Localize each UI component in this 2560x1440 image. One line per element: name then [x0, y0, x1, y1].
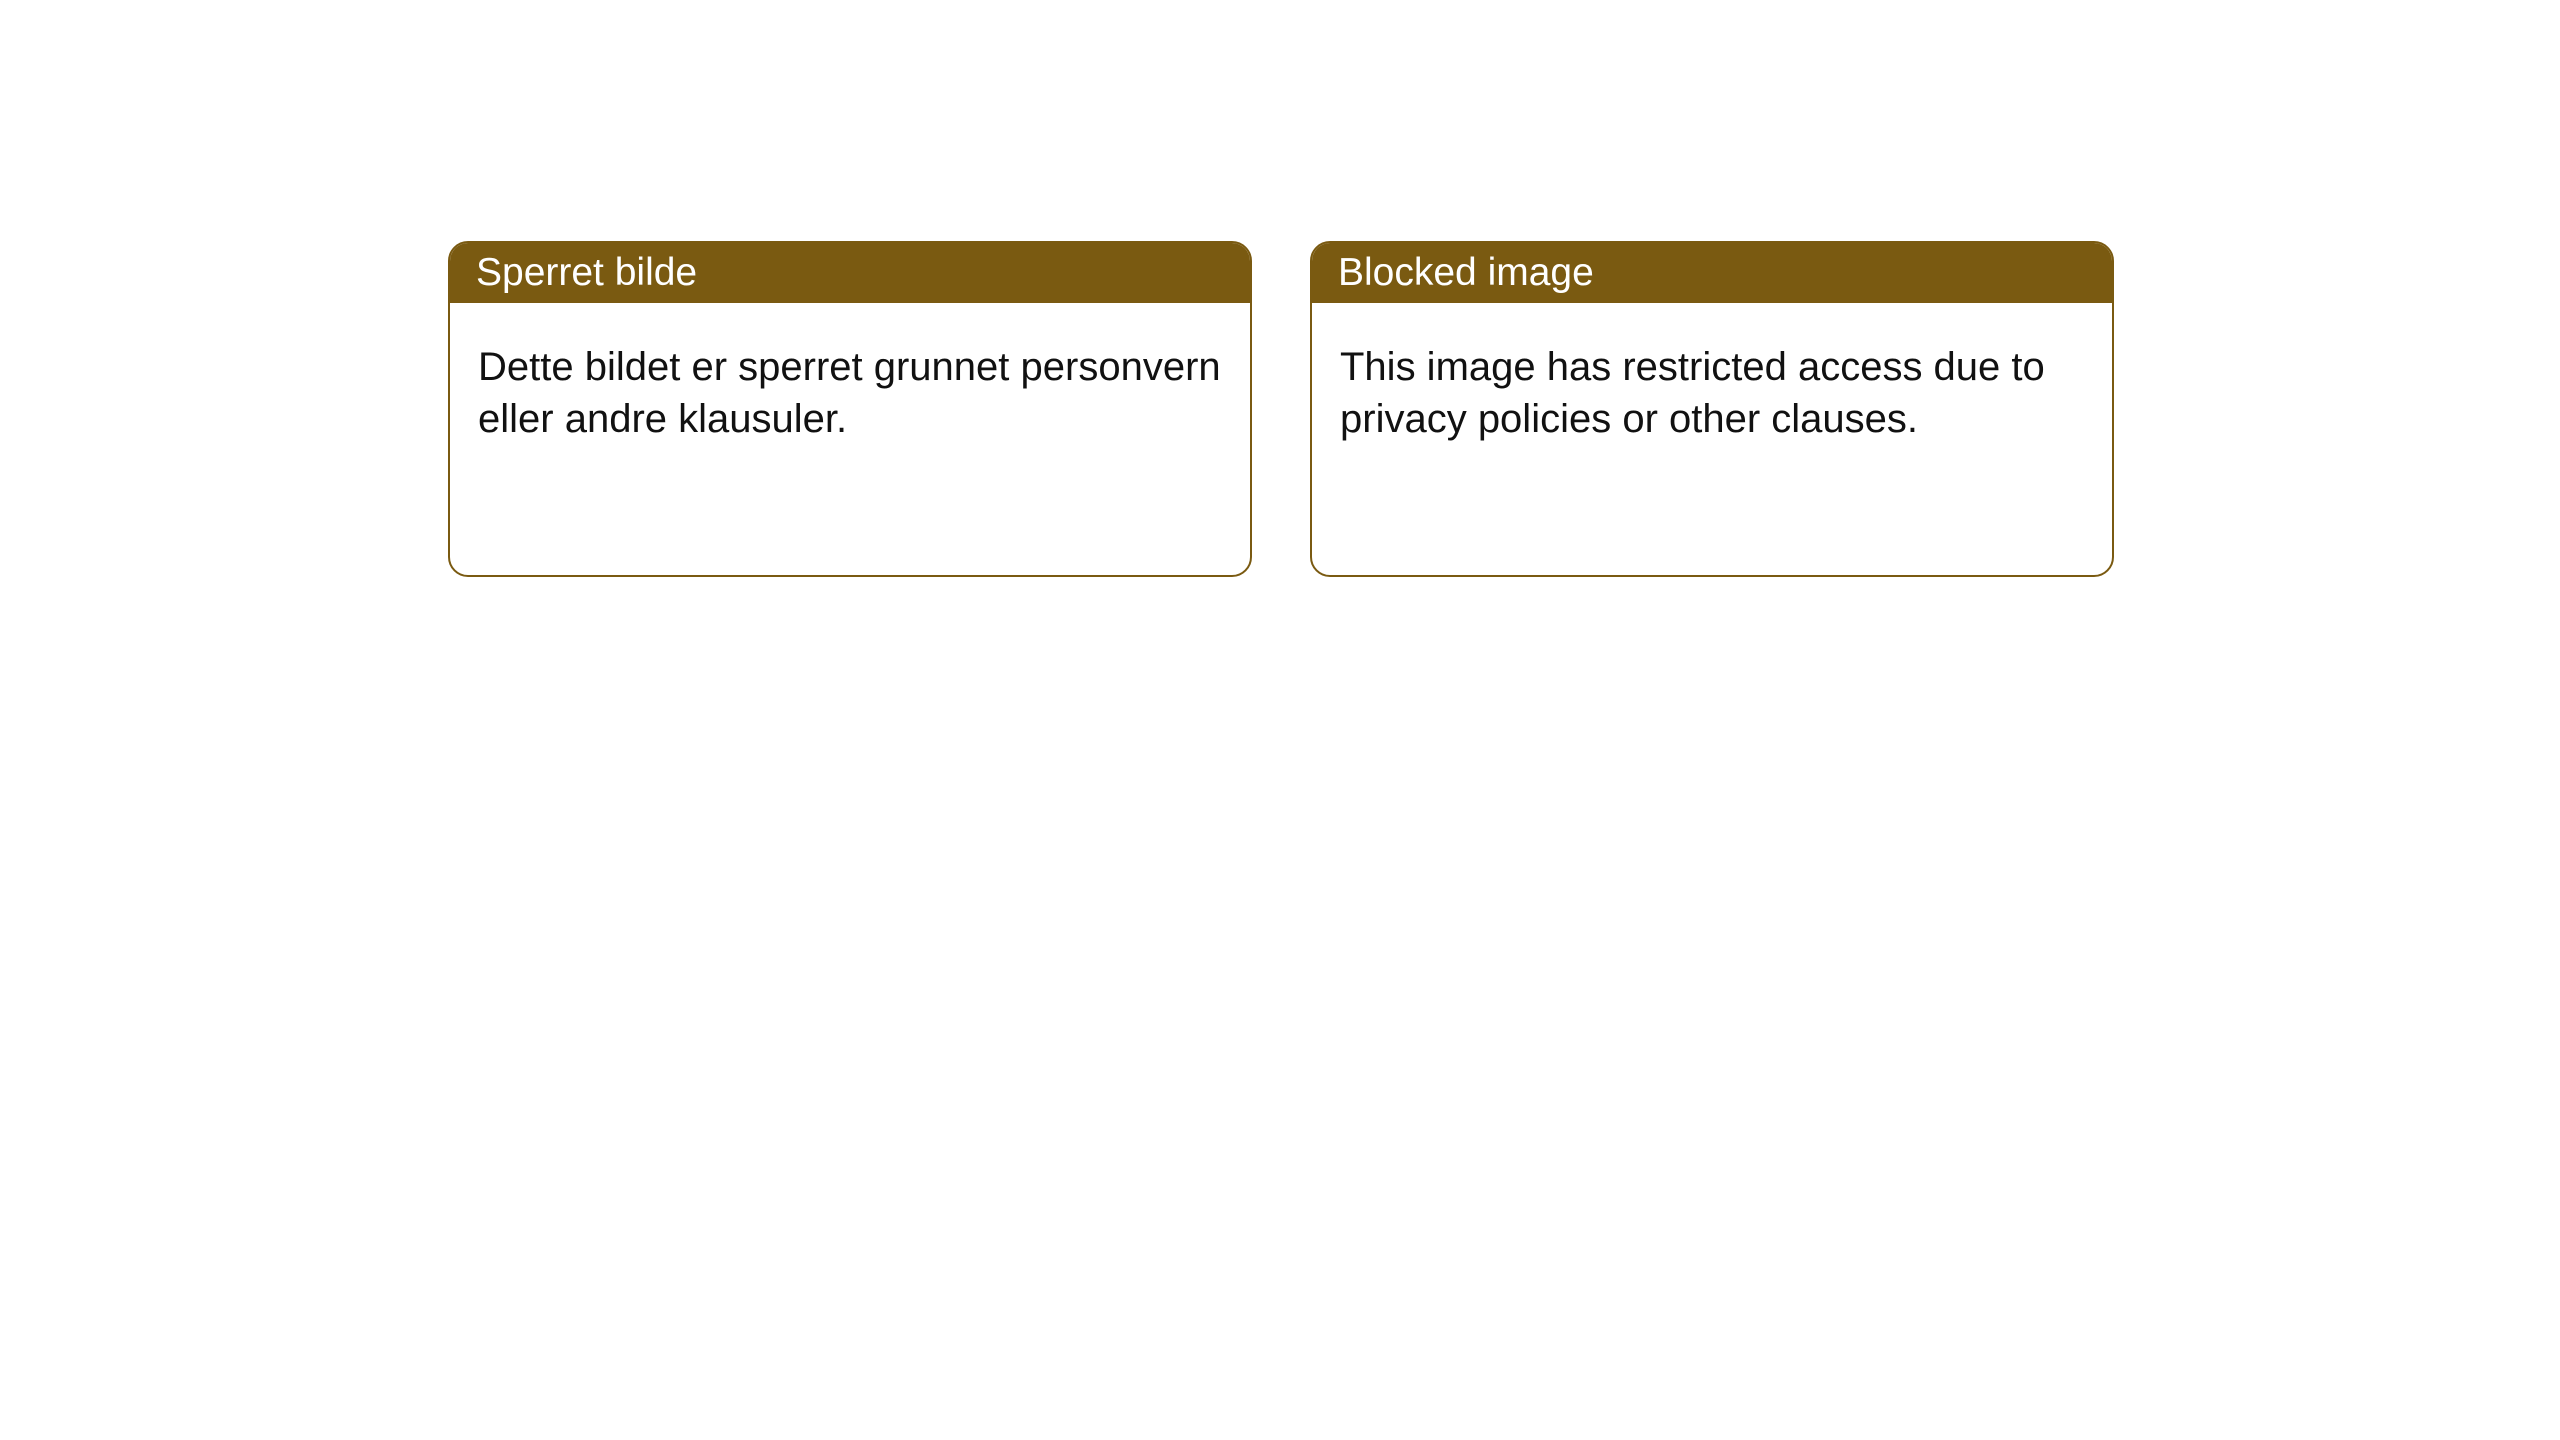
card-body-en: This image has restricted access due to … [1312, 303, 2112, 473]
card-header-no: Sperret bilde [450, 243, 1250, 303]
page-root: Sperret bilde Dette bildet er sperret gr… [0, 0, 2560, 1440]
blocked-image-card-en: Blocked image This image has restricted … [1310, 241, 2114, 577]
card-header-en: Blocked image [1312, 243, 2112, 303]
blocked-image-card-no: Sperret bilde Dette bildet er sperret gr… [448, 241, 1252, 577]
card-body-no: Dette bildet er sperret grunnet personve… [450, 303, 1250, 473]
